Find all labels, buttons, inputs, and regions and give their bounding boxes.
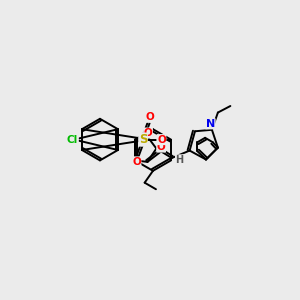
- Text: O: O: [132, 157, 141, 167]
- Text: H: H: [176, 155, 184, 165]
- Text: S: S: [139, 133, 147, 146]
- Text: O: O: [157, 142, 166, 152]
- Text: N: N: [206, 119, 215, 129]
- Text: Cl: Cl: [67, 135, 78, 145]
- Text: O: O: [145, 112, 154, 122]
- Text: O: O: [157, 135, 166, 145]
- Text: O: O: [144, 128, 152, 138]
